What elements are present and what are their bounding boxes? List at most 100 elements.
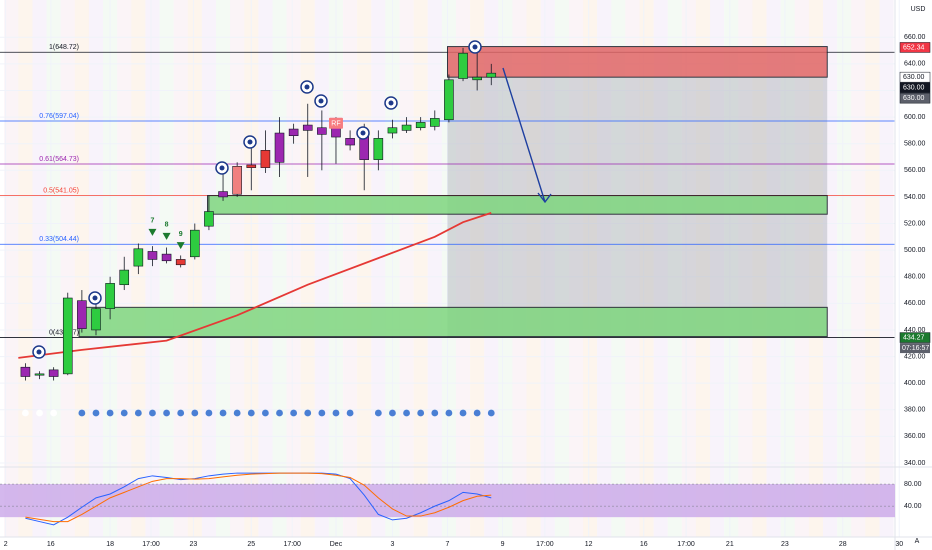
- candle-body: [274, 132, 285, 163]
- signal-dot: [36, 409, 43, 417]
- oscillator-line: [25, 472, 492, 526]
- session-stripe: [371, 0, 386, 537]
- candle-body: [119, 269, 130, 286]
- signal-dot: [332, 409, 340, 417]
- candle-body: [458, 52, 468, 79]
- candle-body: [133, 248, 144, 267]
- candle-body: [175, 259, 186, 266]
- y-tick-label: 360.00: [904, 433, 926, 440]
- signal-dot: [290, 409, 298, 417]
- price-badge: [899, 82, 931, 93]
- x-tick-label: 17:00: [283, 541, 301, 548]
- signal-dot: [149, 409, 156, 417]
- candle-body: [401, 124, 412, 131]
- candle-body: [288, 128, 299, 137]
- event-icon-core: [472, 44, 478, 50]
- x-tick-label: 12: [585, 541, 593, 548]
- candle-body: [147, 251, 158, 260]
- signal-dot: [191, 409, 199, 417]
- event-icon-core: [36, 349, 42, 355]
- x-tick-label: 21: [726, 541, 734, 548]
- price-badge-label: 630.00: [903, 95, 925, 102]
- candle-body: [161, 253, 172, 262]
- signal-dot: [374, 409, 382, 417]
- y-tick-label: 400.00: [904, 380, 926, 387]
- moving-average: [18, 212, 492, 359]
- session-stripe: [159, 0, 174, 537]
- x-tick-label: 16: [47, 541, 55, 548]
- signal-dot: [473, 409, 481, 417]
- candle-body: [302, 124, 313, 131]
- price-badge-label: 434.27: [903, 334, 925, 341]
- currency-label: USD: [911, 6, 926, 13]
- y-tick-label: 380.00: [904, 407, 926, 414]
- event-icon-core: [304, 84, 310, 90]
- event-icon-core: [219, 165, 225, 171]
- candle-body: [246, 164, 257, 168]
- signal-marker: [148, 228, 157, 236]
- session-stripe: [88, 0, 104, 537]
- y-tick-label: 520.00: [904, 220, 926, 227]
- session-stripe: [74, 0, 89, 537]
- signal-dot: [276, 409, 283, 417]
- session-stripe: [18, 0, 33, 537]
- candle-body: [387, 127, 398, 134]
- oscillator-band: [0, 484, 895, 518]
- x-tick-label: 17:00: [142, 541, 160, 548]
- x-tick-label: 18: [106, 541, 114, 548]
- signal-dot: [205, 409, 213, 417]
- session-stripe: [300, 0, 315, 537]
- y-tick-label: 600.00: [904, 114, 926, 121]
- candle-body: [48, 369, 59, 377]
- signal-dot: [120, 409, 128, 417]
- candle-body: [190, 229, 200, 258]
- session-stripe: [201, 0, 216, 537]
- session-stripe: [314, 0, 329, 537]
- event-icon-core: [360, 130, 366, 136]
- candle-body: [317, 127, 327, 135]
- candle-body: [62, 297, 73, 375]
- y-tick-label: 340.00: [904, 460, 926, 467]
- signal-dot: [134, 409, 142, 417]
- candle-body: [77, 300, 87, 329]
- fib-label: 1(648.72): [49, 44, 79, 51]
- x-tick-label: 9: [501, 541, 505, 548]
- signal-label: 7: [151, 218, 155, 225]
- signal-dot: [92, 409, 100, 417]
- session-stripe: [865, 0, 880, 537]
- y-tick-label: 480.00: [904, 274, 926, 281]
- zone: [447, 46, 828, 78]
- candle-body: [429, 118, 440, 127]
- oscillator-tick-label: 40.00: [904, 503, 922, 510]
- candle-body: [20, 366, 31, 377]
- signal-dot: [261, 409, 269, 417]
- price-badge: [899, 92, 931, 104]
- session-stripe: [272, 0, 287, 537]
- x-tick-label: 28: [839, 541, 847, 548]
- signal-dot: [304, 409, 312, 417]
- signal-dot: [50, 409, 58, 417]
- signal-label: 8: [165, 222, 169, 229]
- signal-marker: [162, 232, 171, 240]
- x-tick-label: 30: [895, 541, 903, 548]
- signal-dot: [78, 409, 86, 417]
- x-tick-label: 25: [247, 541, 255, 548]
- x-tick-label: 16: [640, 541, 648, 548]
- price-badge-label: 630.00: [903, 74, 925, 81]
- price-badge-label: 630.00: [903, 85, 925, 92]
- x-tick-label: 23: [190, 541, 198, 548]
- fib-label: 0.5(541.05): [43, 187, 79, 194]
- session-stripe: [357, 0, 372, 537]
- signal-dot: [403, 409, 410, 417]
- candle-body: [415, 122, 426, 129]
- session-stripe: [399, 0, 414, 537]
- price-badge-label: 652.34: [903, 44, 925, 51]
- y-tick-label: 560.00: [904, 167, 926, 174]
- price-badge: [899, 332, 931, 343]
- auto-scale-button[interactable]: A: [915, 538, 920, 545]
- x-tick-label: 7: [446, 541, 450, 548]
- session-stripe: [258, 0, 273, 537]
- signal-dot: [487, 409, 495, 417]
- candle-body: [373, 138, 384, 160]
